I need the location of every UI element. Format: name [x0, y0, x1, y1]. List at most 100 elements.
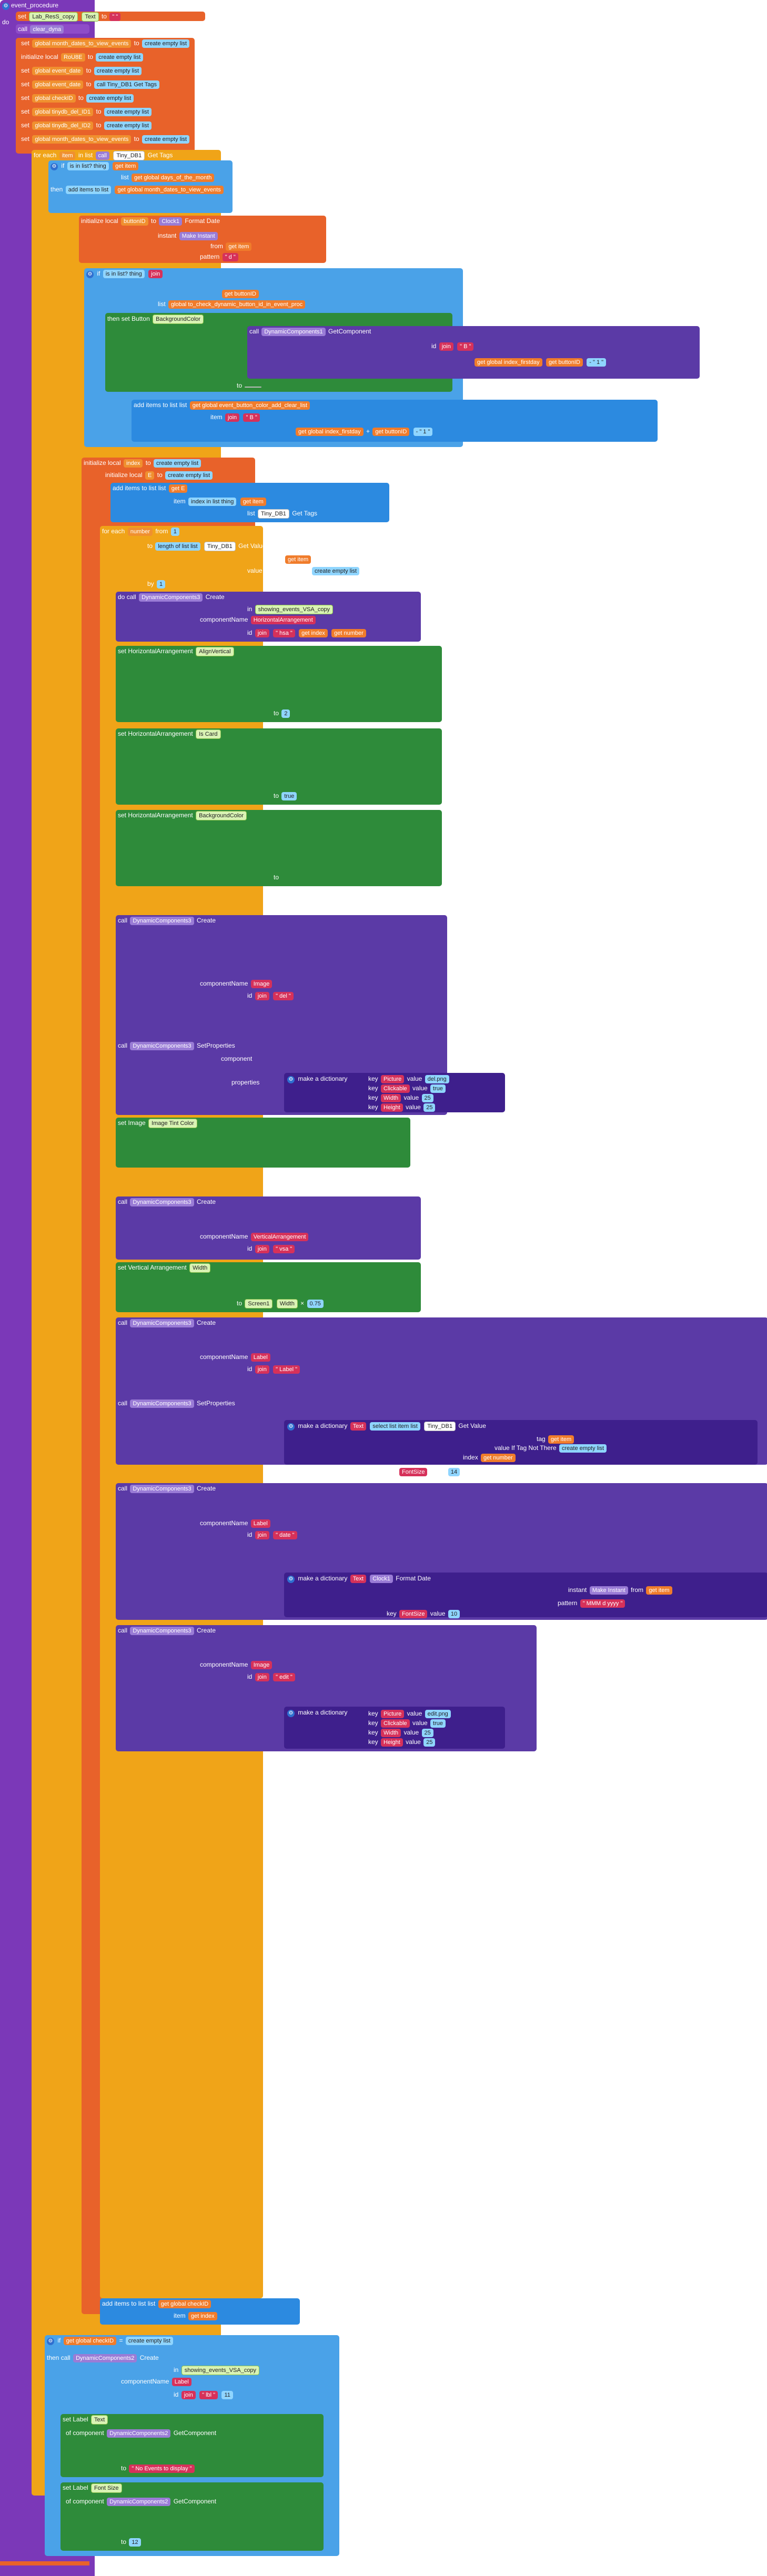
E-var[interactable]: E: [145, 471, 155, 480]
dict-value[interactable]: edit.png: [425, 1710, 451, 1718]
get-item[interactable]: get item: [226, 242, 252, 251]
prop-name[interactable]: AlignVertical: [196, 647, 234, 656]
font-key[interactable]: FontSize: [399, 1468, 428, 1476]
dyn2-dropdown[interactable]: DynamicComponents2: [107, 2429, 171, 2438]
clock-call[interactable]: Clock1: [159, 217, 182, 226]
create-empty[interactable]: create empty list: [125, 2337, 173, 2345]
component-dropdown[interactable]: Lab_ResS_copy: [29, 12, 78, 22]
dyn-dropdown[interactable]: DynamicComponents3: [130, 917, 194, 925]
global-firstday[interactable]: get global index_firstday: [296, 428, 364, 436]
get-number[interactable]: get number: [481, 1454, 516, 1462]
global-days[interactable]: get global days_of_the_month: [132, 174, 215, 182]
get-checkID[interactable]: get global checkID: [63, 2337, 117, 2345]
create-empty[interactable]: create empty list: [559, 1444, 607, 1453]
create-empty[interactable]: create empty list: [154, 459, 201, 468]
value-block[interactable]: create empty list: [86, 94, 134, 103]
property-dropdown[interactable]: Text: [82, 12, 99, 22]
font-key[interactable]: FontSize: [399, 1610, 428, 1618]
gear-icon[interactable]: ⚙: [287, 1710, 295, 1717]
text-prop[interactable]: Text: [91, 2415, 108, 2425]
image-name[interactable]: Image: [250, 980, 273, 988]
value-block[interactable]: create empty list: [142, 39, 190, 48]
hz-prop-block[interactable]: [116, 728, 442, 805]
clock-call[interactable]: Clock1: [370, 1575, 393, 1583]
text-key[interactable]: Text: [350, 1575, 366, 1583]
prefix[interactable]: " hsa ": [273, 629, 295, 637]
sub-one[interactable]: - " 1 ": [413, 428, 433, 436]
dict-key[interactable]: Picture: [381, 1075, 405, 1083]
dict-key[interactable]: Clickable: [381, 1084, 410, 1093]
sub-one[interactable]: - " 1 ": [587, 358, 607, 367]
value-block[interactable]: call Tiny_DB1 Get Tags: [94, 80, 160, 89]
get-buttonID[interactable]: get buttonID: [546, 358, 583, 367]
dyn2-dropdown[interactable]: DynamicComponents2: [107, 2498, 171, 2506]
image2-prefix[interactable]: " edit ": [273, 1673, 295, 1681]
gear-icon[interactable]: ⚙: [47, 2338, 54, 2345]
dyn-dropdown[interactable]: DynamicComponents3: [130, 1485, 194, 1493]
check-btn-global[interactable]: global to_check_dynamic_button_id_in_eve…: [168, 300, 306, 309]
number-var[interactable]: number: [127, 528, 153, 536]
dict-key[interactable]: Width: [381, 1094, 401, 1102]
from-val[interactable]: 1: [170, 528, 179, 536]
prop-value[interactable]: 2: [281, 709, 290, 718]
dyn-dropdown[interactable]: DynamicComponents3: [130, 1399, 194, 1408]
font-val[interactable]: 10: [448, 1610, 460, 1618]
buttonID-var[interactable]: buttonID: [121, 217, 148, 226]
dict-value[interactable]: true: [430, 1719, 446, 1728]
btn-prefix[interactable]: " B ": [243, 413, 260, 422]
clear-dyna-name[interactable]: clear_dyna: [30, 25, 64, 34]
dict-value[interactable]: true: [430, 1084, 446, 1093]
global-checkID[interactable]: get global checkID: [158, 2300, 211, 2308]
prop-name[interactable]: Is Card: [196, 729, 221, 739]
value-block[interactable]: create empty list: [104, 121, 152, 130]
dyn-dropdown[interactable]: DynamicComponents3: [130, 1198, 194, 1206]
dyn-dropdown[interactable]: DynamicComponents3: [130, 1627, 194, 1635]
set-label-font-block[interactable]: [60, 2482, 324, 2551]
pattern-val[interactable]: " d ": [222, 253, 238, 261]
dict-key[interactable]: Height: [381, 1103, 403, 1112]
text-value[interactable]: " ": [109, 13, 121, 21]
gear-icon[interactable]: ⚙: [287, 1576, 295, 1583]
font-val[interactable]: 14: [448, 1468, 460, 1476]
factor[interactable]: 0.75: [307, 1300, 324, 1308]
get-item[interactable]: get item: [113, 162, 139, 170]
var-name[interactable]: global event_date: [32, 80, 84, 89]
prop-name[interactable]: BackgroundColor: [196, 811, 247, 820]
gear-icon[interactable]: ⚙: [86, 271, 94, 278]
get-item[interactable]: get item: [240, 498, 266, 506]
db-dropdown[interactable]: Tiny_DB1: [204, 542, 236, 551]
in-val[interactable]: showing_events_VSA_copy: [255, 605, 334, 614]
dict-value[interactable]: del.png: [425, 1075, 449, 1083]
tint-prop[interactable]: Image Tint Color: [148, 1119, 197, 1128]
gear-icon[interactable]: ⚙: [2, 3, 9, 10]
label1-name[interactable]: Label: [250, 1353, 270, 1362]
dict-value[interactable]: 25: [423, 1103, 436, 1112]
hz-prop-block[interactable]: [116, 810, 442, 886]
label-name[interactable]: Label: [171, 2378, 191, 2386]
value-block[interactable]: create empty list: [142, 135, 190, 144]
color-swatch[interactable]: [245, 387, 262, 388]
dict-key[interactable]: Width: [381, 1729, 401, 1737]
var-name[interactable]: global month_dates_to_view_events: [32, 135, 132, 144]
dyn2-dropdown[interactable]: DynamicComponents2: [73, 2354, 137, 2362]
dict-value[interactable]: 25: [423, 1738, 436, 1747]
get-E[interactable]: get E: [168, 484, 188, 493]
create-empty[interactable]: create empty list: [165, 471, 213, 480]
lbl-prefix[interactable]: " lbl ": [199, 2391, 218, 2399]
vert-prefix[interactable]: " vsa ": [273, 1245, 295, 1253]
var-name[interactable]: RoU8E: [61, 53, 85, 62]
global-firstday[interactable]: get global index_firstday: [475, 358, 542, 367]
dict-key[interactable]: Height: [381, 1738, 403, 1747]
index-var[interactable]: index: [124, 459, 143, 468]
screen-prop[interactable]: Width: [276, 1299, 298, 1309]
font-val[interactable]: 12: [129, 2538, 141, 2547]
db-dropdown[interactable]: Tiny_DB1: [424, 1422, 456, 1431]
db-dropdown[interactable]: Tiny_DB1: [258, 509, 289, 519]
dyn-dropdown[interactable]: DynamicComponents1: [261, 328, 326, 336]
global-month-dates[interactable]: get global month_dates_to_view_events: [115, 186, 224, 194]
label2-name[interactable]: Label: [250, 1519, 270, 1528]
font-prop[interactable]: Font Size: [91, 2483, 122, 2493]
get-index[interactable]: get index: [299, 629, 328, 637]
dict-value[interactable]: 25: [421, 1729, 433, 1737]
label2-prefix[interactable]: " date ": [273, 1531, 297, 1539]
